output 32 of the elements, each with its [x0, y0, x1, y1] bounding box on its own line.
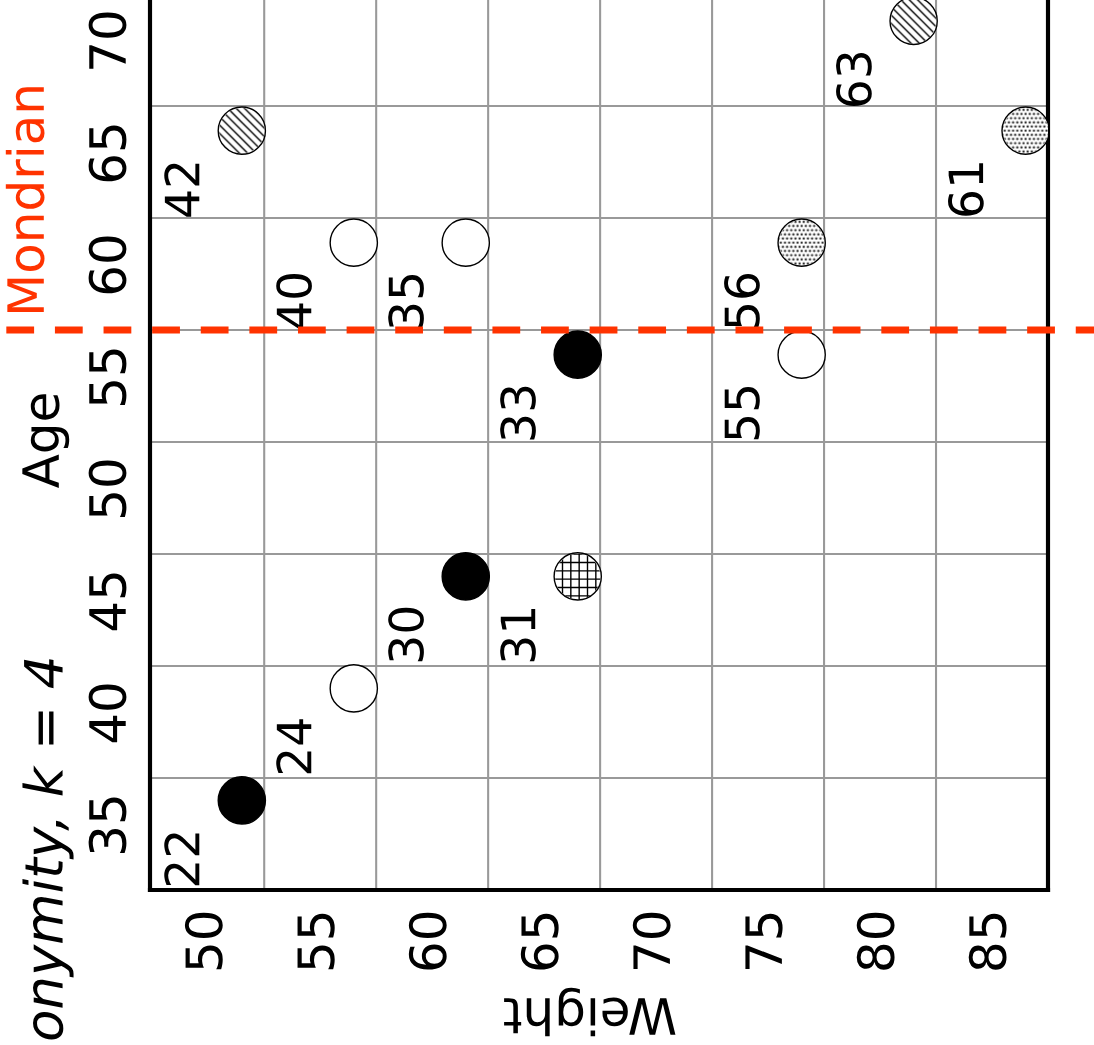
y-tick-label: 45 [89, 573, 127, 631]
y-tick-label: 35 [88, 797, 127, 853]
annotation: 56 [724, 273, 760, 328]
annotation: 55 [724, 387, 760, 440]
annotation: 30 [388, 607, 424, 662]
x-tick-label: 55 [297, 913, 335, 970]
y-tick-label: 50 [88, 460, 127, 517]
annotation: 24 [276, 719, 312, 774]
x-tick-label: 80 [856, 912, 895, 970]
annotation: 40 [276, 274, 312, 329]
ref-line-label: Mondrian [5, 87, 45, 313]
y-tick-label: 70 [88, 12, 127, 69]
y-axis-title: Age [22, 394, 70, 488]
x-tick-label: 75 [745, 913, 783, 969]
annotation: 31 [500, 609, 536, 662]
y-tick-label: 65 [88, 125, 127, 182]
annotation: 35 [388, 275, 424, 328]
y-tick-label: 60 [88, 236, 127, 294]
x-tick-label: 65 [520, 913, 559, 970]
y-tick-label: 40 [88, 684, 127, 743]
x-tick-label: 70 [632, 912, 671, 969]
x-tick-label: 50 [184, 912, 223, 970]
x-tick-label: 85 [968, 913, 1007, 970]
annotation: 63 [836, 52, 872, 106]
x-tick-label: 60 [408, 912, 447, 970]
annotation: 33 [500, 386, 536, 440]
x-axis-title: Weight [504, 987, 676, 1037]
annotation: 61 [948, 163, 984, 216]
text: onymity, k = 4 [22, 659, 74, 1040]
annotation: 22 [164, 833, 200, 886]
annotation: 42 [164, 163, 200, 217]
y-tick-label: 55 [89, 349, 127, 405]
